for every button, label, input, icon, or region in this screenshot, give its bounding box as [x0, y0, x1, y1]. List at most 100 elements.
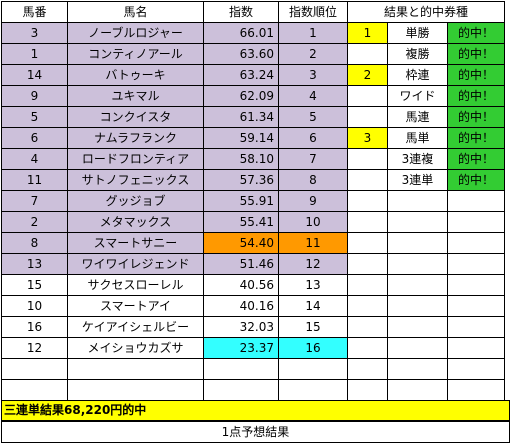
cell-hit-status[interactable]: 的中！	[447, 169, 505, 191]
cell-hit-status[interactable]	[447, 379, 505, 401]
cell-bet-type[interactable]: 馬連	[387, 106, 448, 128]
cell-index-rank[interactable]: 5	[278, 106, 348, 128]
cell-index[interactable]	[203, 358, 279, 380]
cell-result-place[interactable]	[347, 316, 388, 338]
cell-horse-name[interactable]: ロードフロンティア	[67, 148, 204, 170]
cell-index-rank[interactable]: 3	[278, 64, 348, 86]
cell-umaban[interactable]: 11	[1, 169, 68, 191]
cell-horse-name[interactable]: メイショウカズサ	[67, 337, 204, 359]
cell-hit-status[interactable]	[447, 295, 505, 317]
cell-umaban[interactable]: 7	[1, 190, 68, 212]
cell-umaban[interactable]: 16	[1, 316, 68, 338]
cell-index[interactable]: 23.37	[203, 337, 279, 359]
cell-hit-status[interactable]: 的中！	[447, 106, 505, 128]
cell-result-place[interactable]: 1	[347, 22, 388, 44]
cell-result-place[interactable]	[347, 190, 388, 212]
header-umaban[interactable]: 馬番	[1, 1, 68, 23]
cell-index-rank[interactable]	[278, 379, 348, 401]
cell-horse-name[interactable]: メタマックス	[67, 211, 204, 233]
cell-bet-type[interactable]: 単勝	[387, 22, 448, 44]
cell-index[interactable]: 55.91	[203, 190, 279, 212]
cell-index[interactable]: 51.46	[203, 253, 279, 275]
header-horse-name[interactable]: 馬名	[67, 1, 204, 23]
cell-bet-type[interactable]: 3連単	[387, 169, 448, 191]
cell-horse-name[interactable]: スマートサニー	[67, 232, 204, 254]
cell-bet-type[interactable]: 3連複	[387, 148, 448, 170]
cell-index-rank[interactable]: 16	[278, 337, 348, 359]
cell-bet-type[interactable]	[387, 274, 448, 296]
cell-hit-status[interactable]: 的中！	[447, 22, 505, 44]
cell-bet-type[interactable]: 枠連	[387, 64, 448, 86]
trifecta-result-banner[interactable]: 三連単結果68,220円的中	[1, 400, 510, 421]
cell-result-place[interactable]	[347, 211, 388, 233]
cell-result-place[interactable]	[347, 232, 388, 254]
cell-hit-status[interactable]	[447, 316, 505, 338]
cell-index-rank[interactable]: 15	[278, 316, 348, 338]
cell-bet-type[interactable]	[387, 379, 448, 401]
cell-result-place[interactable]	[347, 148, 388, 170]
cell-bet-type[interactable]: ワイド	[387, 85, 448, 107]
cell-horse-name[interactable]	[67, 379, 204, 401]
cell-index[interactable]: 58.10	[203, 148, 279, 170]
cell-bet-type[interactable]	[387, 358, 448, 380]
cell-index[interactable]: 40.16	[203, 295, 279, 317]
cell-horse-name[interactable]: サクセスローレル	[67, 274, 204, 296]
cell-umaban[interactable]	[1, 379, 68, 401]
cell-index-rank[interactable]: 13	[278, 274, 348, 296]
cell-index-rank[interactable]: 11	[278, 232, 348, 254]
cell-bet-type[interactable]	[387, 316, 448, 338]
cell-index[interactable]: 59.14	[203, 127, 279, 149]
cell-umaban[interactable]: 12	[1, 337, 68, 359]
footer-caption[interactable]: 1点予想結果	[1, 421, 510, 443]
cell-index[interactable]: 63.24	[203, 64, 279, 86]
cell-umaban[interactable]: 3	[1, 22, 68, 44]
cell-bet-type[interactable]	[387, 337, 448, 359]
cell-umaban[interactable]: 8	[1, 232, 68, 254]
cell-hit-status[interactable]	[447, 253, 505, 275]
cell-index-rank[interactable]: 10	[278, 211, 348, 233]
cell-index[interactable]: 63.60	[203, 43, 279, 65]
cell-hit-status[interactable]: 的中！	[447, 43, 505, 65]
cell-index-rank[interactable]: 6	[278, 127, 348, 149]
cell-index[interactable]: 57.36	[203, 169, 279, 191]
cell-horse-name[interactable]: ワイワイレジェンド	[67, 253, 204, 275]
cell-umaban[interactable]: 4	[1, 148, 68, 170]
cell-result-place[interactable]	[347, 85, 388, 107]
cell-index[interactable]	[203, 379, 279, 401]
header-index[interactable]: 指数	[203, 1, 279, 23]
cell-umaban[interactable]: 15	[1, 274, 68, 296]
cell-horse-name[interactable]: グッジョブ	[67, 190, 204, 212]
cell-index[interactable]: 66.01	[203, 22, 279, 44]
cell-umaban[interactable]: 14	[1, 64, 68, 86]
cell-umaban[interactable]: 5	[1, 106, 68, 128]
cell-hit-status[interactable]	[447, 190, 505, 212]
cell-index-rank[interactable]: 14	[278, 295, 348, 317]
cell-index-rank[interactable]: 4	[278, 85, 348, 107]
cell-result-place[interactable]	[347, 169, 388, 191]
cell-hit-status[interactable]: 的中！	[447, 127, 505, 149]
cell-horse-name[interactable]: バトゥーキ	[67, 64, 204, 86]
cell-result-place[interactable]	[347, 43, 388, 65]
cell-result-place[interactable]	[347, 253, 388, 275]
cell-horse-name[interactable]: コンクイスタ	[67, 106, 204, 128]
cell-bet-type[interactable]	[387, 295, 448, 317]
cell-bet-type[interactable]	[387, 232, 448, 254]
cell-index-rank[interactable]: 7	[278, 148, 348, 170]
cell-index[interactable]: 61.34	[203, 106, 279, 128]
cell-horse-name[interactable]: ケイアイシェルビー	[67, 316, 204, 338]
cell-result-place[interactable]: 2	[347, 64, 388, 86]
cell-bet-type[interactable]: 複勝	[387, 43, 448, 65]
header-result[interactable]: 結果と的中券種	[347, 1, 505, 23]
cell-index[interactable]: 54.40	[203, 232, 279, 254]
cell-index[interactable]: 40.56	[203, 274, 279, 296]
cell-horse-name[interactable]: スマートアイ	[67, 295, 204, 317]
cell-umaban[interactable]: 13	[1, 253, 68, 275]
cell-hit-status[interactable]: 的中！	[447, 85, 505, 107]
cell-horse-name[interactable]: ナムラフランク	[67, 127, 204, 149]
cell-umaban[interactable]	[1, 358, 68, 380]
cell-result-place[interactable]	[347, 274, 388, 296]
cell-index-rank[interactable]	[278, 358, 348, 380]
cell-index[interactable]: 55.41	[203, 211, 279, 233]
cell-bet-type[interactable]	[387, 253, 448, 275]
cell-result-place[interactable]	[347, 358, 388, 380]
